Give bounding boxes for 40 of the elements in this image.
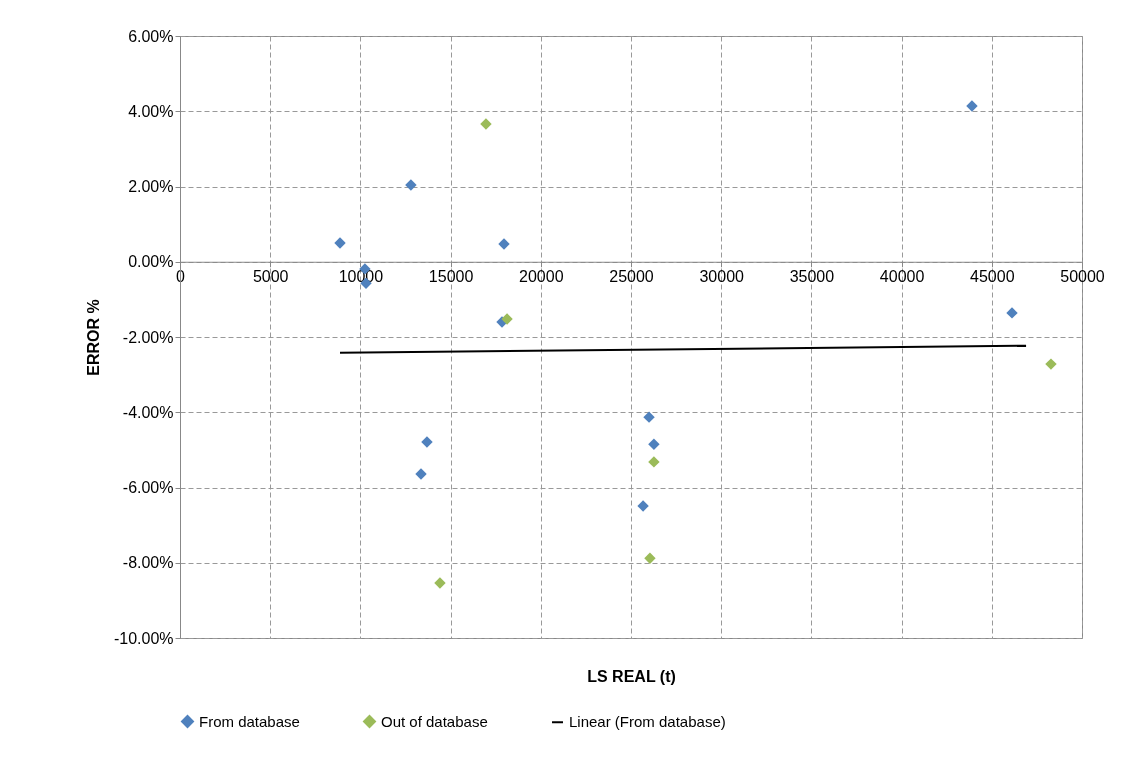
- x-tick-label: 20000: [519, 268, 564, 286]
- point: [637, 500, 649, 512]
- x-tick-label: 40000: [879, 268, 925, 286]
- point: [434, 577, 446, 589]
- point: [1006, 307, 1018, 319]
- x-tick-label: 50000: [1060, 268, 1105, 286]
- point: [643, 411, 655, 423]
- point: [334, 237, 346, 249]
- x-tick-label: 25000: [609, 268, 654, 286]
- x-tick-label: 15000: [428, 268, 474, 286]
- point: [405, 179, 417, 191]
- x-tick-label: 30000: [699, 268, 745, 286]
- y-tick-label: 4.00%: [128, 102, 174, 120]
- y-axis-title: ERROR %: [84, 299, 102, 376]
- point: [501, 313, 513, 325]
- y-tick-label: -4.00%: [122, 403, 174, 421]
- legend-label: Linear (From database): [569, 713, 726, 731]
- x-axis-title: LS REAL (t): [587, 667, 676, 685]
- y-tick-label: 2.00%: [128, 178, 174, 195]
- x-tick-label: 35000: [789, 268, 835, 286]
- point: [648, 456, 660, 468]
- y-tick-label: -8.00%: [122, 554, 174, 572]
- point: [498, 238, 510, 250]
- x-tick-label: 5000: [252, 268, 289, 286]
- point: [648, 438, 660, 450]
- y-tick-label: -6.00%: [122, 479, 174, 496]
- y-tick-label: 6.00%: [128, 27, 174, 45]
- y-tick-label: -10.00%: [113, 629, 174, 647]
- point: [415, 468, 427, 480]
- point: [966, 100, 978, 112]
- point: [480, 118, 492, 130]
- y-tick-label: -2.00%: [122, 328, 174, 346]
- x-tick-label: 10000: [338, 268, 384, 286]
- x-tick-label: 45000: [970, 268, 1015, 286]
- point: [644, 552, 656, 564]
- point: [1045, 358, 1057, 370]
- legend-label: From database: [199, 712, 300, 730]
- point: [421, 436, 433, 448]
- y-tick-label: 0.00%: [128, 253, 174, 271]
- legend-label: Out of database: [381, 712, 488, 730]
